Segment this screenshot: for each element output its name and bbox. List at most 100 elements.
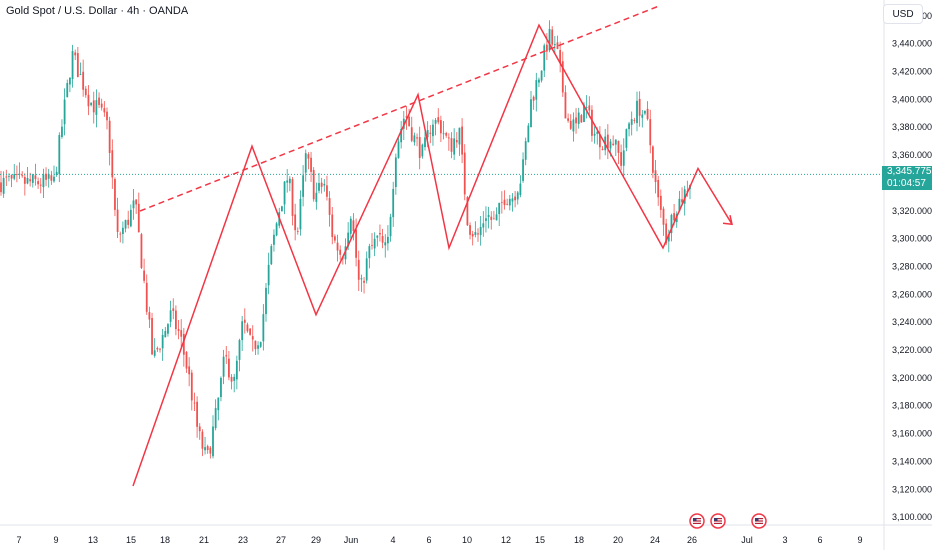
candle-body bbox=[548, 28, 551, 51]
candle-body bbox=[180, 330, 183, 337]
currency-button[interactable]: USD bbox=[883, 4, 923, 24]
candle-body bbox=[503, 199, 506, 206]
candle-body bbox=[238, 340, 241, 360]
candle-body bbox=[164, 330, 167, 338]
time-axis[interactable]: 7 9 13 15 18 21 23 27 29 Jun 4 6 10 12 15 18 20 24 26 Jul 3 6… bbox=[16, 535, 862, 545]
y-tick-label: 3,200.000 bbox=[892, 373, 932, 383]
candle-body bbox=[379, 232, 381, 235]
candle-body bbox=[673, 213, 675, 221]
candle-body bbox=[243, 319, 246, 323]
candle-body bbox=[63, 99, 66, 125]
candle-body bbox=[553, 44, 556, 46]
candle-body bbox=[326, 185, 328, 197]
candle-body bbox=[137, 203, 140, 233]
us-flag-icon bbox=[689, 513, 705, 529]
x-tick-label: 24 bbox=[650, 535, 660, 545]
candle-body bbox=[519, 183, 522, 195]
candle-body bbox=[37, 181, 39, 185]
candle-body bbox=[355, 229, 357, 258]
candle-body bbox=[371, 245, 373, 246]
candle-body bbox=[612, 143, 615, 145]
candle-body bbox=[646, 108, 649, 120]
candle-body bbox=[177, 329, 180, 331]
candle-body bbox=[286, 180, 289, 183]
candle-body bbox=[405, 116, 408, 118]
y-tick-label: 3,100.000 bbox=[892, 512, 932, 522]
candle-body bbox=[667, 234, 670, 242]
candle-body bbox=[546, 44, 548, 52]
symbol-title[interactable]: Gold Spot / U.S. Dollar · 4h · OANDA bbox=[6, 5, 189, 17]
candle-body bbox=[251, 336, 254, 340]
candle-body bbox=[620, 152, 622, 166]
x-tick-label: 4 bbox=[390, 535, 395, 545]
candle-body bbox=[630, 119, 633, 125]
candle-body bbox=[516, 192, 519, 200]
candle-body bbox=[609, 141, 612, 149]
candle-body bbox=[588, 105, 591, 111]
candle-body bbox=[29, 179, 32, 182]
candle-body bbox=[172, 308, 175, 311]
candle-body bbox=[169, 310, 172, 322]
candle-body bbox=[31, 174, 34, 183]
candle-body bbox=[429, 132, 432, 134]
candle-body bbox=[466, 197, 469, 226]
candle-body bbox=[331, 214, 334, 238]
candle-body bbox=[312, 170, 315, 200]
candle-body bbox=[352, 220, 355, 231]
candle-body bbox=[103, 108, 106, 113]
candle-body bbox=[400, 129, 403, 143]
candle-body bbox=[622, 150, 625, 166]
candle-body bbox=[318, 183, 320, 191]
candle-body bbox=[108, 120, 111, 154]
candle-body bbox=[500, 201, 503, 203]
candle-body bbox=[424, 137, 426, 148]
candle-body bbox=[421, 144, 424, 157]
candle-body bbox=[5, 176, 8, 178]
candle-body bbox=[106, 111, 108, 121]
candle-body bbox=[201, 431, 204, 449]
candle-body bbox=[360, 278, 363, 280]
candle-body bbox=[567, 118, 569, 121]
candle-body bbox=[291, 179, 294, 216]
candle-body bbox=[206, 446, 209, 451]
candle-body bbox=[294, 214, 297, 231]
candle-body bbox=[233, 376, 236, 381]
x-tick-label: 27 bbox=[276, 535, 286, 545]
candle-body bbox=[614, 139, 617, 145]
candle-body bbox=[461, 126, 463, 155]
current-price-label: 3,345.775 01:04:57 bbox=[882, 166, 932, 191]
flag-canton bbox=[755, 518, 759, 521]
candle-body bbox=[275, 223, 278, 236]
candle-body bbox=[511, 198, 514, 202]
candle-body bbox=[649, 119, 652, 146]
candle-body bbox=[127, 219, 130, 225]
candle-body bbox=[265, 287, 267, 315]
candle-body bbox=[235, 360, 238, 380]
candle-body bbox=[670, 214, 673, 233]
candle-body bbox=[625, 129, 628, 148]
candle-body bbox=[357, 259, 360, 280]
x-tick-label: 18 bbox=[574, 535, 584, 545]
candle-body bbox=[577, 112, 580, 124]
candle-body bbox=[487, 214, 490, 218]
candle-body bbox=[628, 123, 630, 130]
y-tick-label: 3,440.000 bbox=[892, 39, 932, 49]
candle-body bbox=[98, 97, 100, 105]
x-tick-label: 29 bbox=[311, 535, 321, 545]
candle-body bbox=[437, 117, 440, 123]
candle-body bbox=[432, 124, 434, 137]
candle-body bbox=[114, 179, 116, 210]
y-tick-label: 3,280.000 bbox=[892, 261, 932, 271]
candle-body bbox=[514, 196, 516, 201]
candle-body bbox=[442, 133, 445, 135]
candle-body bbox=[474, 232, 477, 236]
candle-body bbox=[122, 227, 124, 235]
candle-body bbox=[50, 175, 53, 181]
candle-body bbox=[71, 51, 74, 80]
x-tick-label: 21 bbox=[199, 535, 209, 545]
candle-body bbox=[394, 157, 397, 188]
candle-body bbox=[18, 173, 21, 175]
candle-body bbox=[336, 242, 339, 251]
